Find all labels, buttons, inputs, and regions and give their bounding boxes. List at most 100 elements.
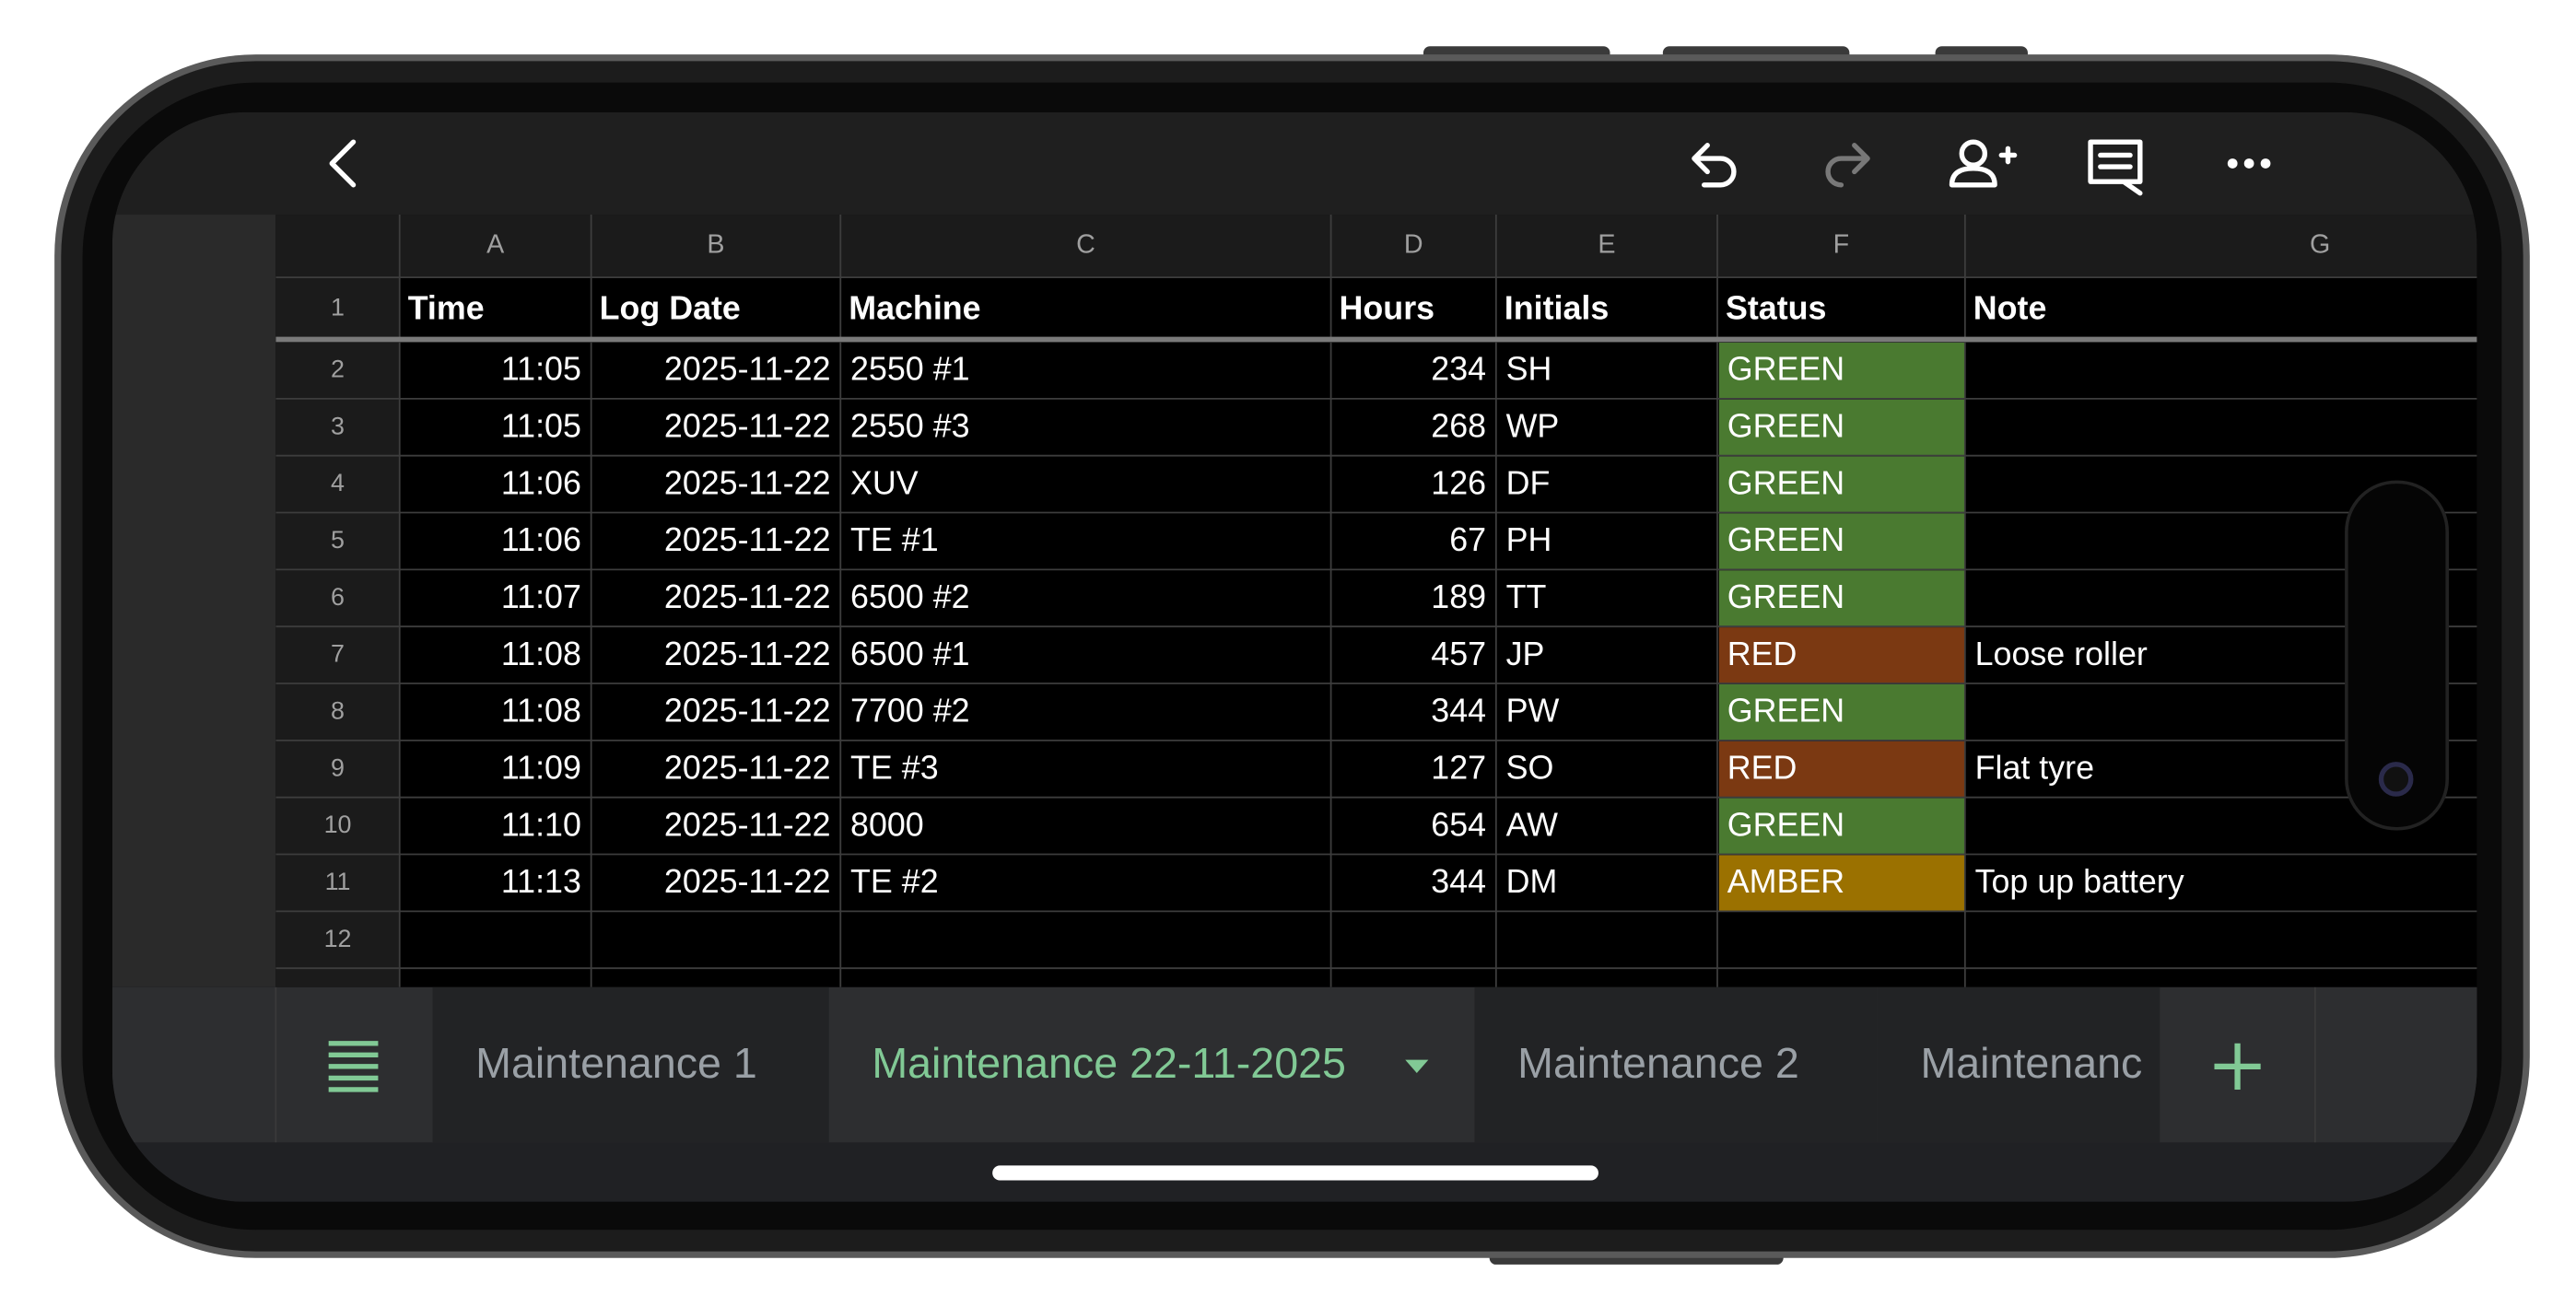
cell-time[interactable]: 11:09	[501, 750, 581, 787]
cell-hours[interactable]: 457	[1431, 636, 1486, 672]
cell-machine[interactable]: 6500 #1	[850, 636, 970, 672]
cell-initials[interactable]: SH	[1506, 351, 1552, 388]
column-header-bar	[275, 215, 2477, 278]
cell-machine[interactable]: TE #3	[850, 750, 939, 787]
status-fill	[1718, 456, 1965, 513]
cell-machine[interactable]: 7700 #2	[850, 693, 970, 729]
redo-button[interactable]	[1825, 143, 1870, 188]
comment-button[interactable]	[2088, 139, 2143, 196]
cell-time[interactable]: 11:10	[501, 806, 581, 843]
cell-machine[interactable]: 6500 #2	[850, 578, 970, 615]
cell-hours[interactable]: 126	[1431, 464, 1486, 501]
cell-hours[interactable]: 654	[1431, 806, 1486, 843]
cell-hours[interactable]: 344	[1431, 693, 1486, 729]
cell-machine[interactable]: TE #2	[850, 863, 939, 900]
cell-initials[interactable]: DF	[1506, 464, 1551, 501]
cell-log-date[interactable]: 2025-11-22	[664, 636, 831, 672]
toolbar	[111, 111, 2477, 216]
cell-status[interactable]: RED	[1727, 750, 1797, 787]
column-letter: C	[1076, 230, 1095, 260]
header-cell[interactable]: Machine	[849, 289, 980, 326]
header-cell[interactable]: Status	[1726, 289, 1826, 326]
cell-initials[interactable]: WP	[1506, 408, 1560, 445]
sheet-list-button[interactable]	[328, 1041, 379, 1092]
cell-machine[interactable]: 8000	[850, 806, 924, 843]
cell-initials[interactable]: TT	[1506, 578, 1547, 615]
header-cell[interactable]: Log Date	[600, 289, 741, 326]
column-letter: A	[486, 230, 505, 260]
cell-status[interactable]: RED	[1727, 636, 1797, 672]
row-number: 11	[325, 868, 351, 895]
back-button[interactable]	[329, 139, 357, 188]
cell-hours[interactable]: 127	[1431, 750, 1486, 787]
cell-initials[interactable]: DM	[1506, 863, 1558, 900]
cell-log-date[interactable]: 2025-11-22	[664, 578, 831, 615]
more-button[interactable]	[2227, 158, 2271, 169]
header-cell[interactable]: Initials	[1505, 289, 1609, 326]
cell-time[interactable]: 11:05	[501, 351, 581, 388]
cell-status[interactable]: GREEN	[1727, 806, 1844, 843]
cell-note[interactable]: Flat tyre	[1975, 750, 2094, 787]
header-cell[interactable]: Note	[1973, 289, 2047, 326]
cell-time[interactable]: 11:07	[501, 578, 581, 615]
sheet-tab-bg	[1877, 986, 2160, 1143]
cell-hours[interactable]: 344	[1431, 863, 1486, 900]
cell-status[interactable]: GREEN	[1727, 693, 1844, 729]
add-sheet-button[interactable]	[2214, 1043, 2261, 1090]
cell-log-date[interactable]: 2025-11-22	[664, 806, 831, 843]
cell-note[interactable]: Top up battery	[1975, 863, 2184, 900]
cell-status[interactable]: GREEN	[1727, 464, 1844, 501]
cell-status[interactable]: GREEN	[1727, 408, 1844, 445]
cell-note[interactable]: Loose roller	[1975, 636, 2148, 672]
cell-machine[interactable]: 2550 #1	[850, 351, 970, 388]
status-fill	[1718, 741, 1965, 798]
cell-status[interactable]: GREEN	[1727, 521, 1844, 558]
cell-initials[interactable]: PH	[1506, 521, 1552, 558]
header-cell[interactable]: Hours	[1340, 289, 1435, 326]
cell-initials[interactable]: JP	[1506, 636, 1545, 672]
cell-log-date[interactable]: 2025-11-22	[664, 521, 831, 558]
status-fill	[1718, 798, 1965, 855]
cell-hours[interactable]: 234	[1431, 351, 1486, 388]
column-letter: D	[1404, 230, 1423, 260]
sheet-tab[interactable]: Maintenance 22-11-2025	[872, 1039, 1346, 1087]
sheet-tab[interactable]: Maintenance 2	[1517, 1039, 1799, 1087]
cell-log-date[interactable]: 2025-11-22	[664, 693, 831, 729]
cell-time[interactable]: 11:08	[501, 693, 581, 729]
cell-hours[interactable]: 67	[1449, 521, 1486, 558]
cell-hours[interactable]: 189	[1431, 578, 1486, 615]
cell-initials[interactable]: AW	[1506, 806, 1559, 843]
cell-log-date[interactable]: 2025-11-22	[664, 351, 831, 388]
cell-time[interactable]: 11:06	[501, 521, 581, 558]
cell-machine[interactable]: TE #1	[850, 521, 939, 558]
cell-status[interactable]: AMBER	[1727, 863, 1844, 900]
sheet-tab[interactable]: Maintenanc	[1920, 1039, 2142, 1087]
cell-time[interactable]: 11:08	[501, 636, 581, 672]
column-letter: F	[1833, 230, 1850, 260]
row-number: 2	[331, 355, 345, 382]
cell-machine[interactable]: 2550 #3	[850, 408, 970, 445]
cell-machine[interactable]: XUV	[850, 464, 919, 501]
cell-time[interactable]: 11:06	[501, 464, 581, 501]
status-fill	[1718, 627, 1965, 684]
cell-log-date[interactable]: 2025-11-22	[664, 863, 831, 900]
sheet-tab[interactable]: Maintenance 1	[475, 1039, 757, 1087]
cell-log-date[interactable]: 2025-11-22	[664, 750, 831, 787]
cell-initials[interactable]: PW	[1506, 693, 1560, 729]
share-button[interactable]	[1949, 139, 2018, 188]
cell-log-date[interactable]: 2025-11-22	[664, 464, 831, 501]
cell-status[interactable]: GREEN	[1727, 578, 1844, 615]
home-indicator	[992, 1165, 1598, 1181]
row-number: 4	[331, 469, 345, 496]
header-cell[interactable]: Time	[408, 289, 485, 326]
cell-log-date[interactable]: 2025-11-22	[664, 408, 831, 445]
tab-menu-arrow[interactable]	[1405, 1059, 1429, 1074]
cell-hours[interactable]: 268	[1431, 408, 1486, 445]
cell-status[interactable]: GREEN	[1727, 351, 1844, 388]
cell-initials[interactable]: SO	[1506, 750, 1554, 787]
cell-time[interactable]: 11:05	[501, 408, 581, 445]
column-letter: E	[1598, 230, 1615, 260]
undo-button[interactable]	[1692, 143, 1737, 188]
cell-time[interactable]: 11:13	[501, 863, 581, 900]
